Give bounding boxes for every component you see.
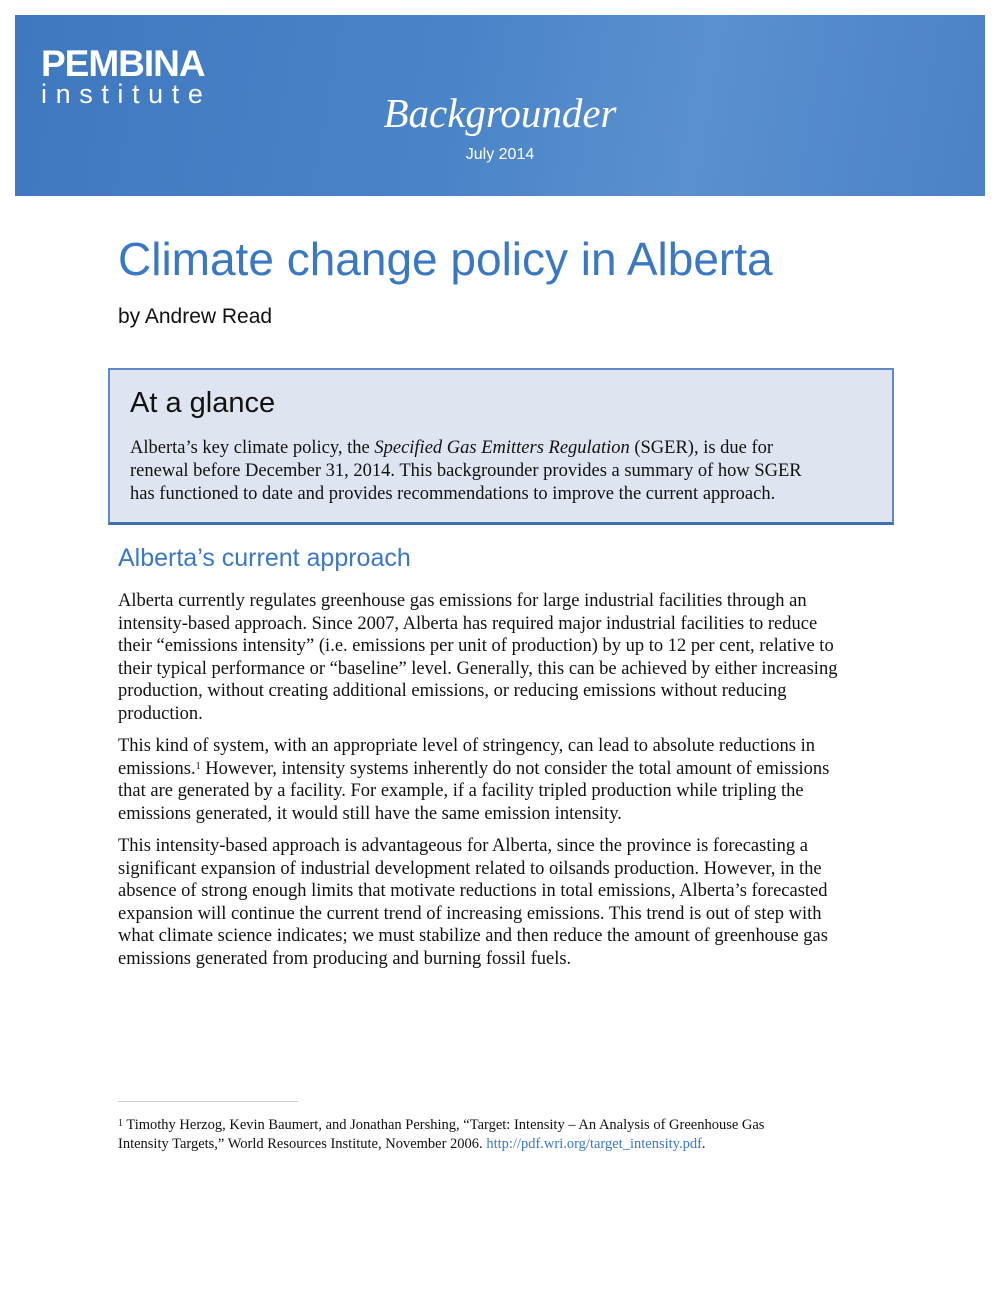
text-line: This kind of system, with an appropriate… <box>118 736 815 757</box>
text-line: that are generated by a facility. For ex… <box>118 781 804 802</box>
logo-pembina: PEMBINA <box>41 43 206 84</box>
byline: by Andrew Read <box>118 305 273 328</box>
footnote-divider <box>118 1101 298 1102</box>
text-line: This intensity-based approach is advanta… <box>118 835 808 856</box>
text: Intensity Targets,” World Resources Inst… <box>118 1136 487 1152</box>
text-line: has functioned to date and provides reco… <box>130 484 776 504</box>
logo-institute: institute <box>41 79 212 109</box>
section-heading: Alberta’s current approach <box>118 544 411 572</box>
page-title: Climate change policy in Alberta <box>118 233 773 285</box>
footnote-ref[interactable]: 1 <box>195 760 201 772</box>
footnote-mark: 1 <box>118 1118 123 1129</box>
text: Alberta’s key climate policy, the <box>130 438 375 458</box>
text-line: absence of strong enough limits that mot… <box>118 881 828 902</box>
text-line: emissions generated from producing and b… <box>118 948 572 969</box>
text-line: significant expansion of industrial deve… <box>118 858 822 879</box>
text-line: their “emissions intensity” (i.e. emissi… <box>118 636 834 657</box>
footnote-link[interactable]: http://pdf.wri.org/target_intensity.pdf <box>486 1136 702 1152</box>
text-line: what climate science indicates; we must … <box>118 926 828 947</box>
text-line: production. <box>118 703 203 724</box>
text-line: emissions generated, it would still have… <box>118 803 622 824</box>
header-banner: PEMBINA institute Backgrounder July 2014 <box>15 15 985 196</box>
at-a-glance-box: At a glance Alberta’s key climate policy… <box>108 368 894 525</box>
text-line: renewal before December 31, 2014. This b… <box>130 461 802 481</box>
text: (SGER), is due for <box>629 438 774 458</box>
glance-text: Alberta’s key climate policy, the Specif… <box>130 437 802 506</box>
doc-date: July 2014 <box>465 146 535 163</box>
text-line: Alberta currently regulates greenhouse g… <box>118 591 807 611</box>
paragraph-3: This intensity-based approach is advanta… <box>118 835 898 971</box>
text: Timothy Herzog, Kevin Baumert, and Jonat… <box>123 1117 765 1133</box>
text: However, intensity systems inherently do… <box>200 758 830 779</box>
footnote: 1 Timothy Herzog, Kevin Baumert, and Jon… <box>118 1116 764 1154</box>
text: emissions. <box>118 758 196 779</box>
paragraph-1: Alberta currently regulates greenhouse g… <box>118 590 898 726</box>
paragraph-2: This kind of system, with an appropriate… <box>118 735 898 825</box>
text: . <box>701 1136 706 1152</box>
text-line: production, without creating additional … <box>118 681 787 702</box>
text-line: intensity-based approach. Since 2007, Al… <box>118 613 818 634</box>
regulation-name: Specified Gas Emitters Regulation <box>374 438 630 458</box>
body-text: Alberta currently regulates greenhouse g… <box>118 590 898 980</box>
text-line: their typical performance or “baseline” … <box>118 658 838 679</box>
text-line: expansion will continue the current tren… <box>118 903 822 924</box>
doc-type: Backgrounder <box>383 90 617 136</box>
glance-heading: At a glance <box>130 387 276 419</box>
